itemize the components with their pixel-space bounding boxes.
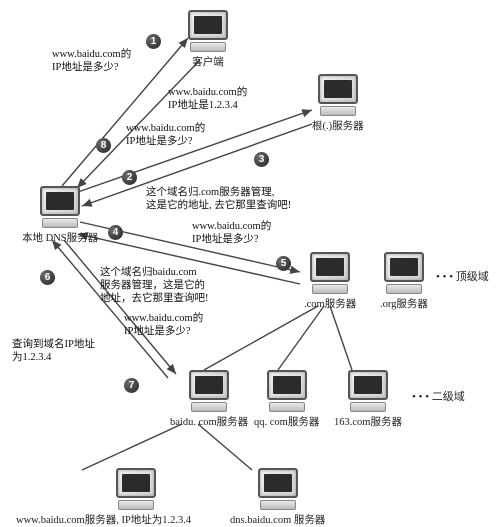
annotation-3: 这个域名归.com服务器管理, 这是它的地址, 去它那里查询吧! [146, 186, 291, 212]
annotation-6: www.baidu.com的 IP地址是多少? [124, 312, 203, 338]
node-baidu: baidu. com服务器 [170, 370, 248, 429]
computer-icon [384, 252, 424, 294]
node-163: 163.com服务器 [334, 370, 402, 429]
step-badge-3: 3 [254, 152, 269, 167]
step-badge-4: 4 [108, 225, 123, 240]
step-badge-8: 8 [96, 138, 111, 153]
node-label: 根(.)服务器 [312, 118, 364, 133]
node-label: 客户端 [188, 54, 228, 69]
computer-icon [188, 10, 228, 52]
node-org: .org服务器 [380, 252, 428, 311]
computer-icon [348, 370, 388, 412]
computer-icon [116, 468, 156, 510]
computer-icon [318, 74, 358, 116]
annotation-8: www.baidu.com的 IP地址是1.2.3.4 [168, 86, 247, 112]
step-badge-7: 7 [124, 378, 139, 393]
node-label: 本地 DNS服务器 [22, 230, 98, 245]
node-label: .com服务器 [304, 296, 356, 311]
node-label: qq. com服务器 [254, 414, 319, 429]
node-com: .com服务器 [304, 252, 356, 311]
tier-second-label: • • • 二级域 [412, 388, 465, 404]
step-badge-5: 5 [276, 256, 291, 271]
node-dns-baidu: dns.baidu.com 服务器 [230, 468, 325, 527]
annotation-5: 这个域名归baidu.com 服务器管理，这是它的 地址，去它那里查询吧! [100, 266, 209, 305]
computer-icon [310, 252, 350, 294]
node-root: 根(.)服务器 [312, 74, 364, 133]
annotation-7: 查询到域名IP地址 为1.2.3.4 [12, 338, 95, 364]
node-client: 客户端 [188, 10, 228, 69]
annotation-2: www.baidu.com的 IP地址是多少? [126, 122, 205, 148]
node-local-dns: 本地 DNS服务器 [22, 186, 98, 245]
step-badge-6: 6 [40, 270, 55, 285]
annotation-1: www.baidu.com的 IP地址是多少? [52, 48, 131, 74]
node-label: www.baidu.com服务器, IP地址为1.2.3.4 [16, 512, 191, 527]
computer-icon [189, 370, 229, 412]
node-www-baidu: www.baidu.com服务器, IP地址为1.2.3.4 [48, 468, 223, 527]
node-label: .org服务器 [380, 296, 428, 311]
step-badge-1: 1 [146, 34, 161, 49]
tier-top-label: • • • 顶级域 [436, 268, 489, 284]
step-badge-2: 2 [122, 170, 137, 185]
node-qq: qq. com服务器 [254, 370, 319, 429]
node-label: dns.baidu.com 服务器 [230, 512, 325, 527]
computer-icon [267, 370, 307, 412]
node-label: baidu. com服务器 [170, 414, 248, 429]
annotation-4: www.baidu.com的 IP地址是多少? [192, 220, 271, 246]
node-label: 163.com服务器 [334, 414, 402, 429]
computer-icon [40, 186, 80, 228]
computer-icon [258, 468, 298, 510]
